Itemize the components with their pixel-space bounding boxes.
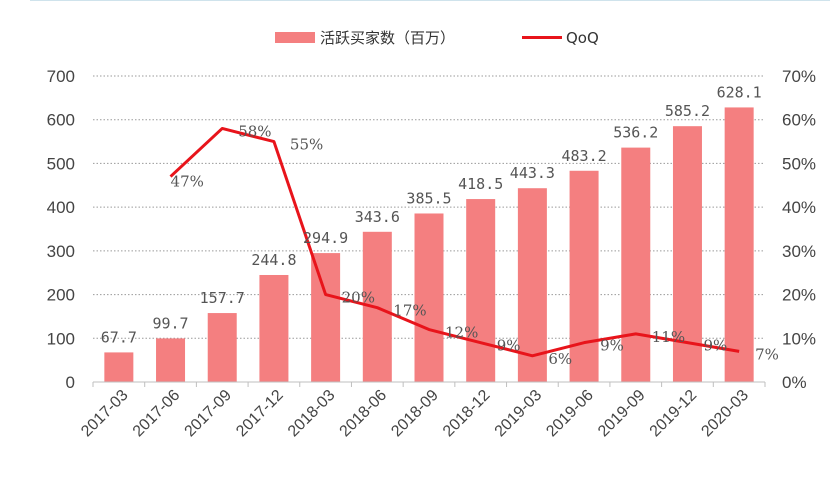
y-right-tick-label: 40% bbox=[782, 198, 816, 217]
bar bbox=[621, 147, 651, 382]
bar-value-label: 99.7 bbox=[152, 314, 188, 332]
qoq-value-label: 6% bbox=[548, 350, 572, 368]
x-category-label: 2017-09 bbox=[182, 387, 236, 441]
bar bbox=[414, 213, 444, 382]
bar bbox=[104, 352, 134, 382]
x-category-label: 2017-06 bbox=[130, 387, 184, 441]
qoq-value-label: 11% bbox=[652, 328, 685, 346]
y-right-tick-label: 10% bbox=[782, 329, 816, 348]
x-category-label: 2019-12 bbox=[647, 387, 701, 441]
top-border-line bbox=[30, 0, 830, 1]
legend-bar-label: 活跃买家数（百万） bbox=[320, 29, 455, 47]
y-left-tick-label: 600 bbox=[47, 111, 75, 130]
bar-value-label: 443.3 bbox=[510, 164, 555, 182]
y-left-tick-label: 400 bbox=[47, 198, 75, 217]
bar-value-label: 244.8 bbox=[251, 251, 296, 269]
x-category-label: 2018-06 bbox=[337, 387, 391, 441]
qoq-value-label: 58% bbox=[238, 122, 271, 140]
bar bbox=[569, 170, 599, 382]
y-left-tick-label: 500 bbox=[47, 154, 75, 173]
x-category-label: 2020-03 bbox=[698, 387, 752, 441]
qoq-value-label: 17% bbox=[393, 302, 426, 320]
bar bbox=[672, 126, 702, 383]
y-right-tick-label: 30% bbox=[782, 242, 816, 261]
bar bbox=[259, 274, 289, 382]
x-category-label: 2017-03 bbox=[78, 387, 132, 441]
bar-value-label: 483.2 bbox=[561, 147, 606, 165]
bar-value-label: 157.7 bbox=[200, 289, 245, 307]
qoq-value-label: 9% bbox=[703, 337, 727, 355]
bar-value-label: 418.5 bbox=[458, 175, 503, 193]
x-category-label: 2018-12 bbox=[440, 387, 494, 441]
x-category-label: 2019-06 bbox=[543, 387, 597, 441]
y-left-tick-label: 100 bbox=[47, 329, 75, 348]
y-right-tick-label: 60% bbox=[782, 111, 816, 130]
x-category-label: 2019-09 bbox=[595, 387, 649, 441]
bar-value-label: 67.7 bbox=[101, 328, 137, 346]
x-category-label: 2018-03 bbox=[285, 387, 339, 441]
legend-line-label: QoQ bbox=[566, 29, 599, 47]
bar bbox=[517, 188, 547, 382]
qoq-value-label: 55% bbox=[290, 136, 323, 154]
bar bbox=[311, 253, 341, 382]
y-right-tick-label: 0% bbox=[782, 373, 807, 392]
x-category-label: 2018-09 bbox=[388, 387, 442, 441]
qoq-value-label: 7% bbox=[755, 345, 779, 363]
bar-value-label: 628.1 bbox=[717, 83, 762, 101]
bar-value-label: 385.5 bbox=[406, 189, 451, 207]
bar bbox=[207, 313, 237, 382]
bar bbox=[156, 338, 186, 382]
y-right-tick-label: 50% bbox=[782, 154, 816, 173]
bar bbox=[724, 107, 754, 382]
qoq-value-label: 9% bbox=[600, 337, 624, 355]
y-left-tick-label: 0 bbox=[66, 373, 75, 392]
qoq-value-label: 47% bbox=[171, 173, 204, 191]
bar-value-label: 343.6 bbox=[355, 208, 400, 226]
qoq-value-label: 9% bbox=[497, 337, 521, 355]
qoq-value-label: 12% bbox=[445, 324, 478, 342]
x-category-label: 2019-03 bbox=[492, 387, 546, 441]
y-right-tick-label: 70% bbox=[782, 67, 816, 86]
y-left-tick-label: 700 bbox=[47, 67, 75, 86]
qoq-line bbox=[169, 126, 740, 358]
y-right-tick-label: 20% bbox=[782, 286, 816, 305]
bar-value-label: 536.2 bbox=[613, 124, 658, 142]
y-left-tick-label: 200 bbox=[47, 286, 75, 305]
bar-value-label: 585.2 bbox=[665, 102, 710, 120]
bar bbox=[466, 199, 496, 382]
legend-bar-swatch bbox=[275, 32, 315, 43]
qoq-value-label: 20% bbox=[342, 289, 375, 307]
x-category-label: 2017-12 bbox=[233, 387, 287, 441]
y-left-tick-label: 300 bbox=[47, 242, 75, 261]
bar-value-label: 294.9 bbox=[303, 229, 348, 247]
